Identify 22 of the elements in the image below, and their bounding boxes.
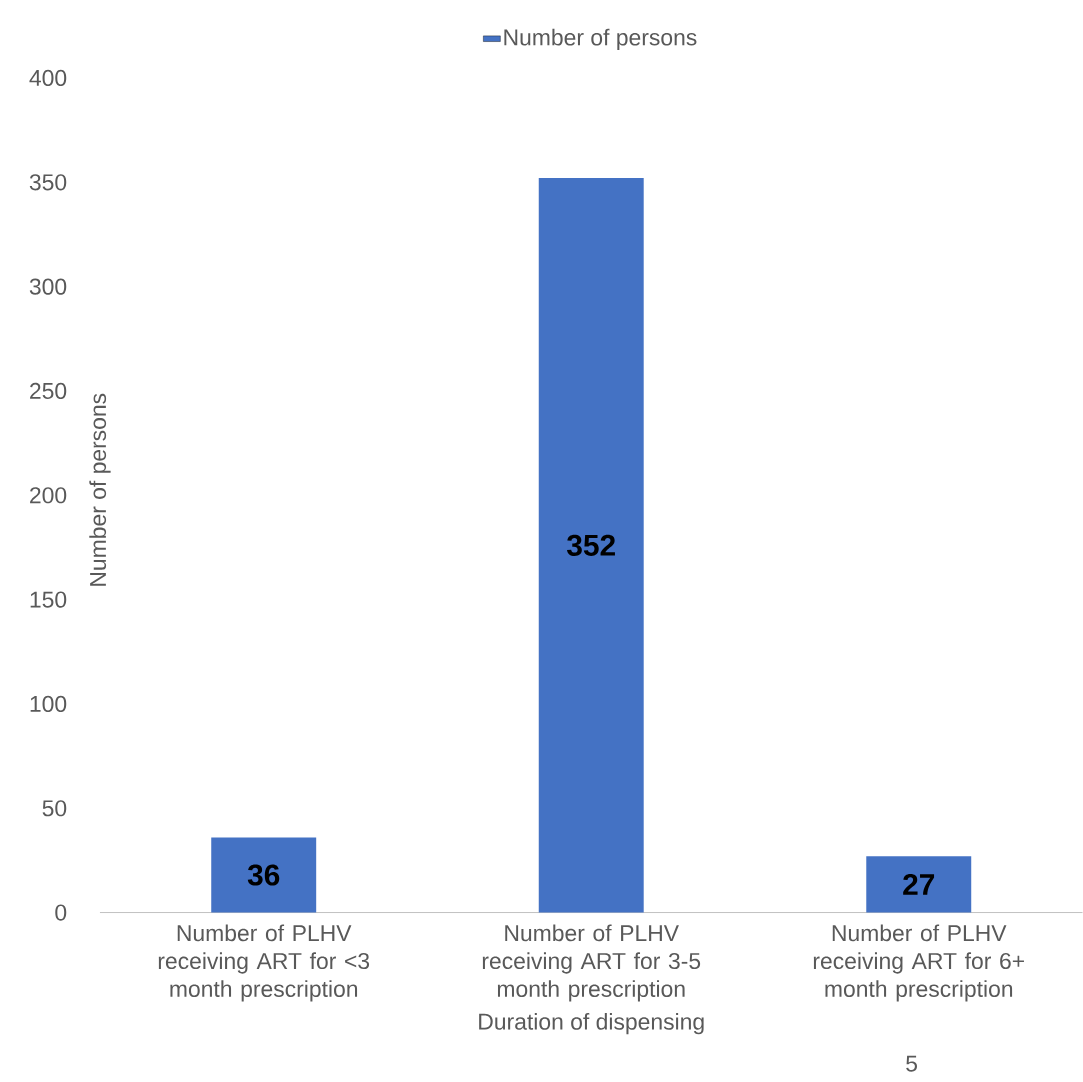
bar [538, 178, 644, 913]
x-axis-title: Duration of dispensing [479, 1013, 704, 1035]
y-tick-label: 250 [30, 383, 67, 400]
y-tick-label: 400 [29, 70, 67, 87]
y-tick-label: 100 [30, 696, 67, 713]
x-tick-label: Number of PLHV receiving ART for 6+ month prescription [813, 924, 1024, 1002]
y-tick-label: 300 [29, 278, 67, 295]
y-tick-label: 200 [30, 487, 67, 504]
x-tick-label: Number of PLHV receiving ART for 3-5 month prescription [482, 924, 701, 1002]
data-label: 27 [903, 874, 935, 896]
y-tick-label: 50 [42, 800, 67, 817]
bar [866, 856, 972, 913]
y-tick-label: 350 [29, 174, 67, 191]
text: 5 [906, 1055, 917, 1072]
y-axis-title: Number of persons [89, 394, 111, 587]
data-label: 352 [567, 534, 615, 557]
data-label: 36 [247, 864, 280, 886]
legend-label: Number of persons [504, 28, 697, 51]
x-tick-label: Number of PLHV receiving ART for <3 month prescription [158, 924, 370, 1002]
y-tick-label: 150 [30, 591, 67, 608]
y-tick-label: 0 [55, 904, 67, 921]
bar [211, 837, 317, 913]
